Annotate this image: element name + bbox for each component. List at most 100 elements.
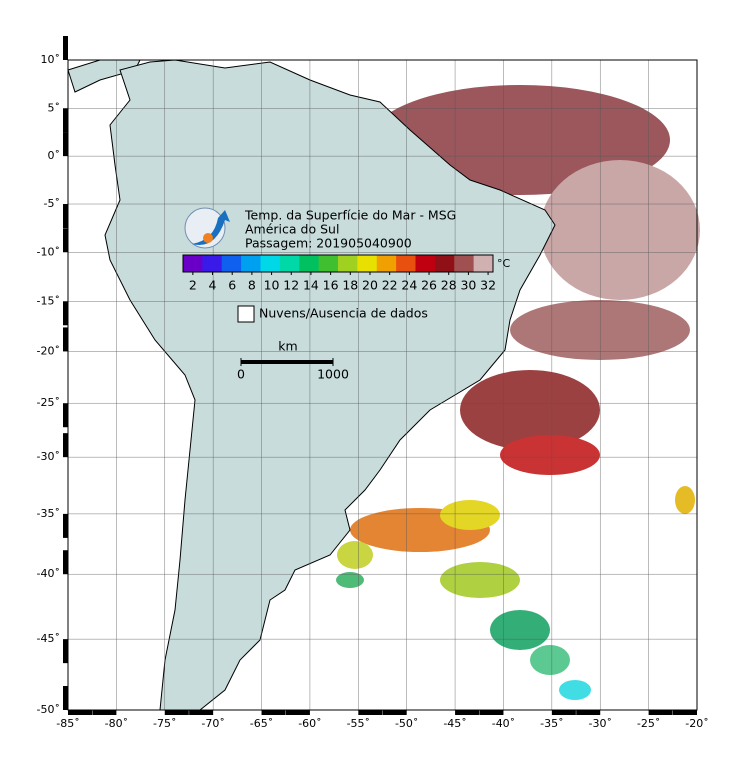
colorbar-segment [434,255,455,272]
x-tick-label: -80˚ [105,717,128,730]
y-tick-label: -5˚ [44,197,60,210]
y-tick-label: -20˚ [37,344,60,357]
x-tick-label: -60˚ [298,717,321,730]
legend-swatch [237,305,255,323]
y-tick-label: -45˚ [37,632,60,645]
colorbar-label: 20 [362,278,378,293]
colorbar-label: 2 [189,278,197,293]
sst-patch [490,610,550,650]
colorbar-segment [338,255,358,272]
scale-unit: km [278,339,297,354]
frame-tick [63,36,68,60]
map-frame [67,59,698,711]
frame-tick [164,710,189,715]
sst-patch [540,160,700,300]
frame-tick [673,710,697,715]
legend-label: Nuvens/Ausencia de dados [259,306,428,321]
sst-patch [440,500,500,530]
colorbar-label: 32 [480,278,496,293]
colorbar-segment [415,255,436,272]
frame-tick [63,403,68,428]
colorbar-segment [183,255,203,272]
colorbar-segment [202,255,223,272]
frame-tick [358,710,383,715]
frame-tick [479,710,504,715]
sst-patch [460,370,600,450]
colorbar: 2 4 6 8 10 12 14 16 18 20 22 24 26 28 30 32 [182,254,496,293]
sst-patch [337,541,373,569]
y-tick-label: -25˚ [37,396,60,409]
x-tick-label: -45˚ [443,717,466,730]
frame-tick [261,710,286,715]
frame-tick [63,686,68,710]
colorbar-label: 28 [441,278,457,293]
x-tick-label: -85˚ [56,717,79,730]
scale-bar: 0 1000 [237,358,349,382]
frame-tick [63,204,68,229]
sst-patch [510,300,690,360]
colorbar-label: 24 [401,278,417,293]
colorbar-label: 16 [323,278,339,293]
frame-tick [63,301,68,326]
colorbar-label: 10 [264,278,280,293]
scale-label: 1000 [317,367,349,382]
frame-tick [63,327,68,352]
scale-bar-body [241,360,333,364]
colorbar-segment [299,255,320,272]
x-tick-label: -75˚ [153,717,176,730]
logo [184,207,230,249]
colorbar-segment [318,255,339,272]
logo-sun [203,233,213,243]
logo-arrow [192,210,230,245]
sst-patch [336,572,364,588]
frame-tick [455,710,480,715]
scale-label: 0 [237,367,245,382]
y-tick-label: 0˚ [48,149,61,162]
sst-patch [675,486,695,514]
title: Passagem: 201905040900 [245,236,412,251]
y-tick-label: -15˚ [37,294,60,307]
frame-tick [92,710,117,715]
colorbar-segment [454,255,475,272]
y-tick-label: -30˚ [37,450,60,463]
colorbar-segment [357,255,378,272]
frame-tick [648,710,673,715]
x-tick-label: -20˚ [685,717,708,730]
frame-tick [63,433,68,458]
frame-tick [63,108,68,133]
x-tick-label: -25˚ [637,717,660,730]
frame-tick [382,710,407,715]
colorbar-segment [241,255,261,272]
frame-tick [576,710,601,715]
title: Temp. da Superfície do Mar - MSG [244,208,456,223]
colorbar-segment [260,255,281,272]
colorbar-unit: °C [497,257,511,270]
sst-patch [500,435,600,475]
colorbar-segment [396,255,416,272]
colorbar-label: 4 [209,278,217,293]
x-tick-label: -40˚ [492,717,515,730]
frame-tick [63,513,68,538]
x-tick-label: -50˚ [395,717,418,730]
colorbar-frame [182,254,494,273]
colorbar-segment [221,255,242,272]
x-tick-label: -30˚ [588,717,611,730]
colorbar-label: 12 [283,278,299,293]
sst-patch [440,562,520,598]
frame-tick [63,132,68,157]
title: América do Sul [245,222,339,237]
y-tick-label: -10˚ [37,245,60,258]
y-tick-label: 5˚ [48,101,61,114]
y-tick-label: -35˚ [37,507,60,520]
colorbar-label: 18 [342,278,358,293]
frame-tick [63,639,68,664]
colorbar-label: 14 [303,278,319,293]
sst-patch [559,680,591,700]
y-tick-label: -40˚ [37,567,60,580]
frame-tick [63,228,68,253]
colorbar-label: 8 [248,278,256,293]
frame-tick [285,710,310,715]
frame-tick [63,550,68,575]
x-tick-label: -35˚ [540,717,563,730]
